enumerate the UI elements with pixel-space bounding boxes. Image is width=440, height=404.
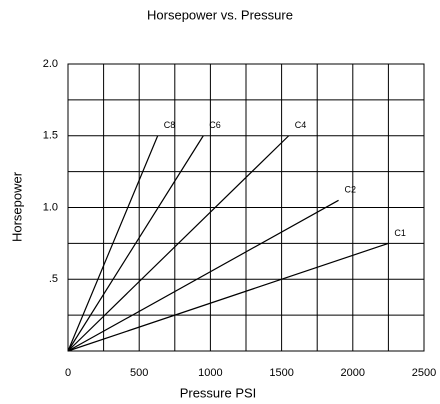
line-label: C6 bbox=[209, 120, 221, 130]
x-tick-label: 0 bbox=[65, 367, 71, 379]
y-tick-label: 1.0 bbox=[43, 201, 58, 213]
chart-title: Horsepower vs. Pressure bbox=[147, 7, 293, 22]
data-line bbox=[67, 242, 389, 352]
x-tick-label: 1500 bbox=[269, 367, 293, 379]
x-tick-label: 500 bbox=[130, 367, 148, 379]
line-label: C1 bbox=[394, 228, 406, 238]
line-label: C4 bbox=[295, 120, 307, 130]
line-label: C8 bbox=[164, 120, 176, 130]
y-tick-label: .5 bbox=[49, 273, 58, 285]
data-line bbox=[67, 135, 159, 352]
y-tick-label: 2.0 bbox=[43, 58, 58, 70]
data-line bbox=[67, 135, 204, 352]
x-tick-label: 1000 bbox=[198, 367, 222, 379]
y-axis-label: Horsepower bbox=[9, 171, 24, 242]
line-label: C2 bbox=[345, 185, 357, 195]
x-axis-label: Pressure PSI bbox=[180, 385, 257, 400]
x-tick-label: 2000 bbox=[341, 367, 365, 379]
x-tick-label: 2500 bbox=[412, 367, 436, 379]
data-line bbox=[67, 199, 339, 352]
data-line bbox=[67, 135, 290, 352]
y-tick-label: 1.5 bbox=[43, 130, 58, 142]
